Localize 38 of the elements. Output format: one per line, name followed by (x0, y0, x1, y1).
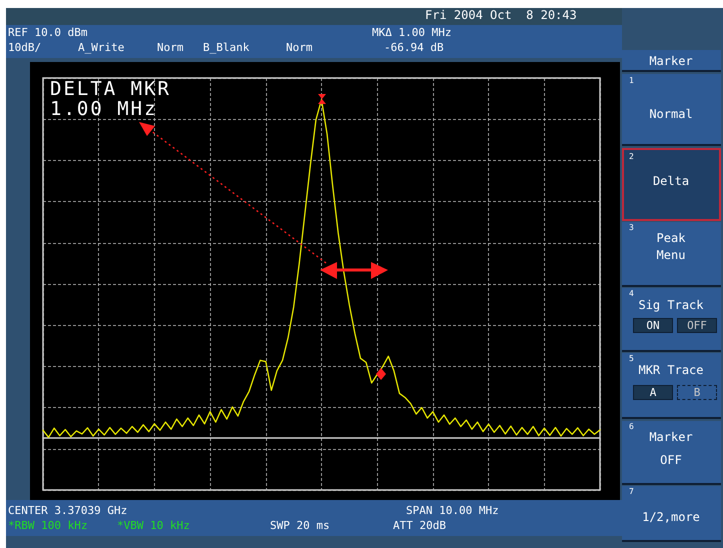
text: B (694, 386, 700, 399)
annotation: DELTA MKR (50, 78, 171, 100)
text: ON (646, 319, 660, 332)
text: MKR Trace (638, 363, 704, 377)
text: Norm (286, 41, 312, 54)
text: Menu (656, 248, 686, 262)
text: OFF (660, 453, 682, 467)
text: 5 (629, 354, 634, 363)
annotation: 1.00 MHz (50, 98, 158, 120)
text: MKΔ 1.00 MHz (372, 26, 452, 39)
text: -66.94 dB (384, 41, 444, 54)
text: Marker (649, 54, 693, 68)
text: 6 (629, 422, 634, 431)
text: A (650, 386, 656, 399)
text: 1/2,more (642, 510, 700, 524)
text: ATT 20dB (393, 519, 446, 532)
text: 10dB/ (8, 41, 42, 54)
text: A_Write (78, 41, 124, 54)
text: 2 (629, 152, 634, 161)
text: SWP 20 ms (270, 519, 330, 532)
text: Norm (157, 41, 184, 54)
text: Peak (656, 231, 686, 245)
text: *VBW 10 kHz (117, 519, 190, 532)
text: CENTER 3.37039 GHz (8, 504, 128, 517)
text: *RBW 100 kHz (8, 519, 88, 532)
text: 1 (629, 76, 634, 85)
text: REF 10.0 dBm (8, 26, 88, 39)
text: Sig Track (638, 298, 704, 312)
text: Delta (652, 174, 690, 188)
text: Normal (649, 107, 693, 121)
text: OFF (687, 319, 707, 332)
text: SPAN 10.00 MHz (406, 504, 499, 517)
text: Fri 2004 Oct 8 20:43 (425, 8, 577, 22)
text: 4 (629, 289, 634, 298)
text: B_Blank (203, 41, 250, 54)
text: 3 (629, 223, 634, 232)
text: 7 (629, 487, 634, 496)
text: Marker (649, 430, 693, 444)
